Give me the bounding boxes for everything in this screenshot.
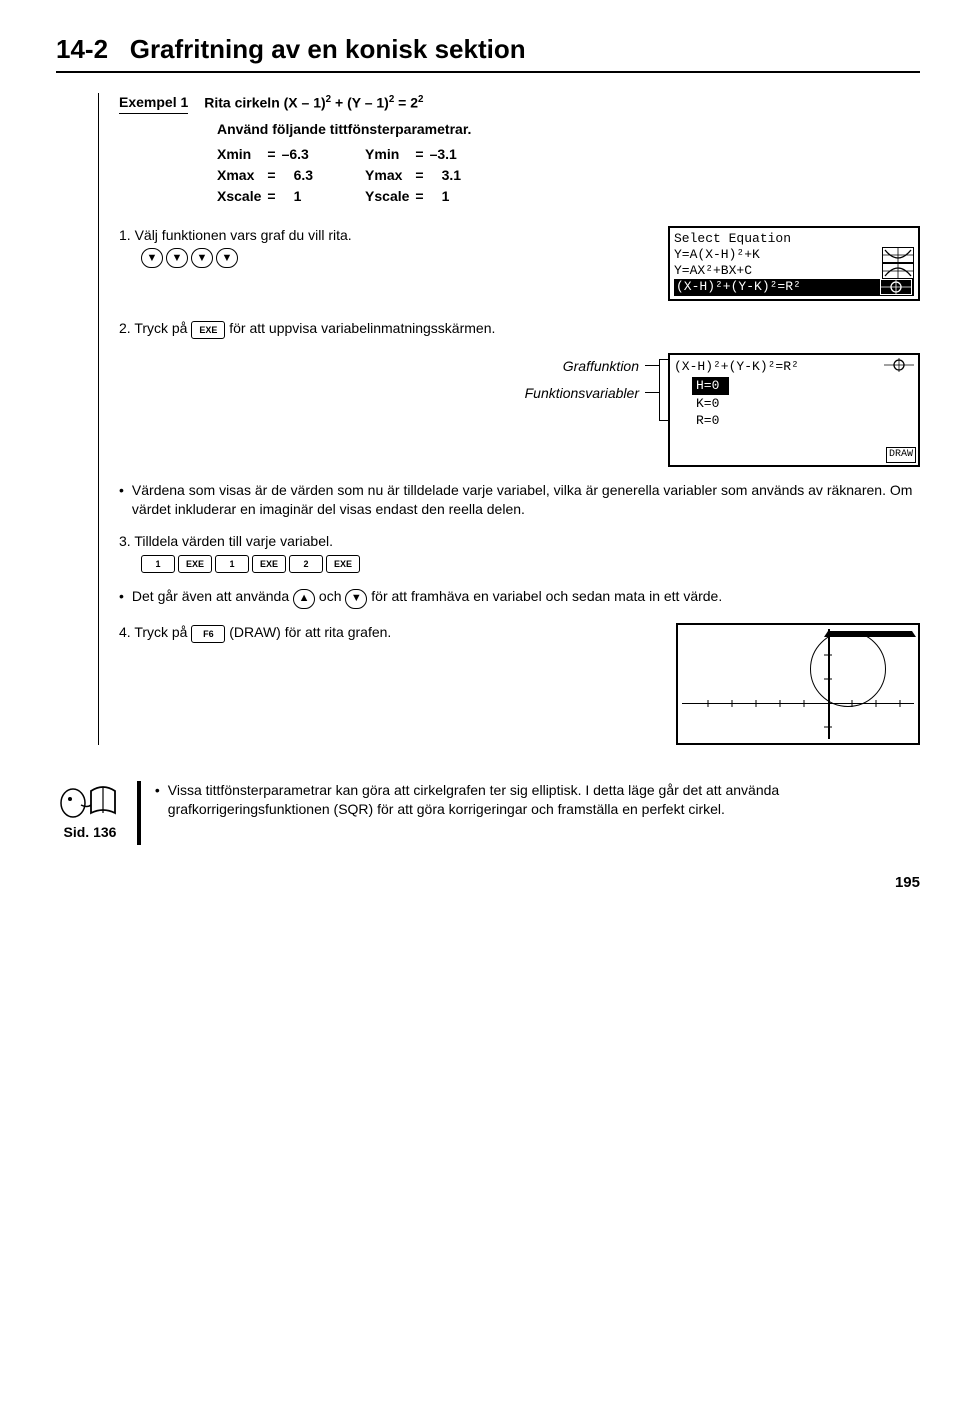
step-3-text: 3. Tilldela värden till varje variabel. <box>119 532 920 551</box>
lcd-row: Y=AX²+BX+C <box>674 263 914 279</box>
circle-icon <box>880 279 912 295</box>
formula-part: = 2 <box>394 95 418 111</box>
parabola-icon <box>882 263 914 279</box>
step-1-text: 1. Välj funktionen vars graf du vill rit… <box>119 226 640 245</box>
example-label: Exempel 1 <box>119 93 188 114</box>
param-label: Yscale <box>365 187 415 208</box>
param-label: Ymax <box>365 166 415 187</box>
example-subtext: Använd följande tittfönsterparametrar. <box>217 120 920 139</box>
lcd2-area: Graffunktion Funktionsvariabler (X-H)²+(… <box>119 353 920 467</box>
formula-part: + (Y – 1) <box>331 95 389 111</box>
section-heading: 14-2 Grafritning av en konisk sektion <box>56 32 920 73</box>
formula-part: Rita cirkeln (X – 1) <box>204 95 325 111</box>
lcd2-row: K=0 <box>696 395 914 413</box>
down-key: ▼ <box>166 248 188 268</box>
step-3-keys: 1 EXE 1 EXE 2 EXE <box>141 555 920 573</box>
exe-key: EXE <box>252 555 286 573</box>
down-key: ▼ <box>345 589 367 609</box>
circle-icon <box>884 358 914 378</box>
page-number: 195 <box>56 873 920 893</box>
funktionsvariabler-label: Funktionsvariabler <box>525 384 639 403</box>
down-key: ▼ <box>191 248 213 268</box>
lcd-select-equation: Select Equation Y=A(X-H)²+K Y=AX²+BX+C (… <box>668 226 920 301</box>
content-block: Exempel 1 Rita cirkeln (X – 1)2 + (Y – 1… <box>98 93 920 745</box>
param-label: Xmin <box>217 145 267 166</box>
page-ref-label: Sid. 136 <box>64 823 117 842</box>
bullet-note-1: • Värdena som visas är de värden som nu … <box>119 481 920 519</box>
param-value: 6.3 <box>282 166 319 187</box>
section-title: Grafritning av en konisk sektion <box>130 34 526 64</box>
lcd2-row: R=0 <box>696 412 914 430</box>
down-key: ▼ <box>141 248 163 268</box>
draw-softkey: DRAW <box>886 447 916 463</box>
param-value: 3.1 <box>430 166 467 187</box>
lcd2-row-selected: H=0 <box>692 377 729 395</box>
reference-icon <box>57 781 123 821</box>
example-formula: Rita cirkeln (X – 1)2 + (Y – 1)2 = 22 <box>204 93 423 113</box>
param-label: Xscale <box>217 187 267 208</box>
down-key: ▼ <box>216 248 238 268</box>
num-key: 1 <box>215 555 249 573</box>
step-4-text: (DRAW) för att rita grafen. <box>225 624 391 640</box>
exe-key: EXE <box>326 555 360 573</box>
num-key: 2 <box>289 555 323 573</box>
param-eq: = <box>415 145 429 166</box>
lcd-row: Y=A(X-H)²+K <box>674 247 914 263</box>
example-row: Exempel 1 Rita cirkeln (X – 1)2 + (Y – 1… <box>119 93 920 114</box>
graph-output <box>676 623 920 745</box>
step-2-text: 2. Tryck på EXE för att uppvisa variabel… <box>119 319 920 339</box>
bullet-note-2: • Det går även att använda ▲ och ▼ för a… <box>119 587 920 608</box>
lcd-variable-input: (X-H)²+(Y-K)²=R² H=0 K=0 R=0 DRAW <box>668 353 920 467</box>
num-key: 1 <box>141 555 175 573</box>
lcd2-formula: (X-H)²+(Y-K)²=R² <box>674 358 799 378</box>
param-label: Ymin <box>365 145 415 166</box>
f6-key: F6 <box>191 625 225 643</box>
step-4: 4. Tryck på F6 (DRAW) för att rita grafe… <box>119 623 920 745</box>
lcd-title: Select Equation <box>674 231 914 247</box>
footer-note: Sid. 136 • Vissa tittfönsterparametrar k… <box>56 781 920 845</box>
param-value: –6.3 <box>282 145 319 166</box>
up-key: ▲ <box>293 589 315 609</box>
exe-key: EXE <box>191 321 225 339</box>
exe-key: EXE <box>178 555 212 573</box>
page-reference: Sid. 136 <box>57 781 123 842</box>
bullet-text: Det går även att använda ▲ och ▼ för att… <box>132 587 722 608</box>
footnote-text: Vissa tittfönsterparametrar kan göra att… <box>168 781 920 819</box>
param-value: 1 <box>430 187 467 208</box>
step-4-text: 4. Tryck på <box>119 624 191 640</box>
bullet-text: Värdena som visas är de värden som nu är… <box>132 481 920 519</box>
param-value: 1 <box>282 187 319 208</box>
window-params: Xmin = –6.3 Ymin = –3.1 Xmax = 6.3 Ymax … <box>217 145 920 208</box>
brace-icon <box>659 359 668 421</box>
graffunktion-label: Graffunktion <box>563 357 639 376</box>
param-value: –3.1 <box>430 145 467 166</box>
step-1-keys: ▼ ▼ ▼ ▼ <box>141 248 640 268</box>
step-1: 1. Välj funktionen vars graf du vill rit… <box>119 226 920 301</box>
parabola-icon <box>882 247 914 263</box>
param-eq: = <box>267 145 281 166</box>
lcd-row-selected: (X-H)²+(Y-K)²=R² <box>674 279 914 295</box>
section-number: 14-2 <box>56 34 108 64</box>
divider-bar <box>137 781 141 845</box>
param-label: Xmax <box>217 166 267 187</box>
